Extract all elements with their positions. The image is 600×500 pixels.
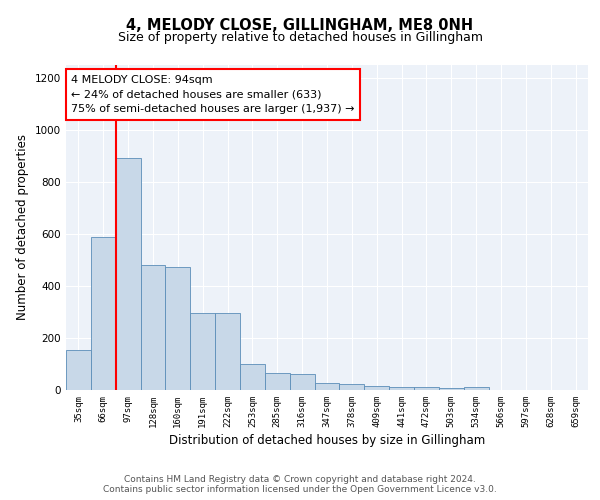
Bar bbox=[389, 386, 414, 390]
Y-axis label: Number of detached properties: Number of detached properties bbox=[16, 134, 29, 320]
Text: 4, MELODY CLOSE, GILLINGHAM, ME8 0NH: 4, MELODY CLOSE, GILLINGHAM, ME8 0NH bbox=[127, 18, 473, 32]
Bar bbox=[314, 383, 340, 390]
Bar bbox=[116, 158, 140, 390]
Bar bbox=[414, 388, 439, 390]
Bar bbox=[140, 266, 166, 390]
Bar bbox=[240, 364, 265, 390]
Bar bbox=[66, 350, 91, 390]
Text: Size of property relative to detached houses in Gillingham: Size of property relative to detached ho… bbox=[118, 31, 482, 44]
Bar bbox=[166, 267, 190, 390]
Bar bbox=[265, 374, 290, 390]
Bar bbox=[290, 374, 314, 390]
Bar bbox=[91, 238, 116, 390]
Text: Contains HM Land Registry data © Crown copyright and database right 2024.
Contai: Contains HM Land Registry data © Crown c… bbox=[103, 474, 497, 494]
X-axis label: Distribution of detached houses by size in Gillingham: Distribution of detached houses by size … bbox=[169, 434, 485, 447]
Bar bbox=[340, 384, 364, 390]
Bar bbox=[190, 314, 215, 390]
Bar bbox=[215, 313, 240, 390]
Bar bbox=[439, 388, 464, 390]
Bar bbox=[464, 388, 488, 390]
Text: 4 MELODY CLOSE: 94sqm
← 24% of detached houses are smaller (633)
75% of semi-det: 4 MELODY CLOSE: 94sqm ← 24% of detached … bbox=[71, 74, 355, 114]
Bar bbox=[364, 386, 389, 390]
